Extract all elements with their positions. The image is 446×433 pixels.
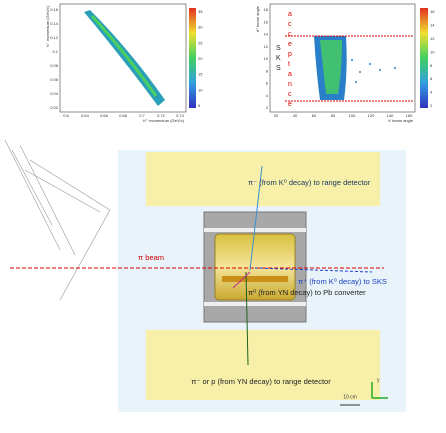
annotation: S — [276, 45, 281, 52]
annotation: c — [288, 31, 292, 38]
colorbar-label: 12 — [430, 36, 435, 41]
x-tick-label: 0.68 — [119, 113, 128, 118]
label: π⁺ (from K⁰ decay) to SKS — [298, 277, 387, 286]
colorbar-label: 8 — [430, 63, 433, 68]
y-tick-label: 0.14 — [50, 21, 59, 26]
colorbar-label: 25 — [198, 40, 203, 45]
label: π⁻ (from K⁰ decay) to range detector — [248, 178, 371, 187]
x-tick-label: 120 — [368, 113, 375, 118]
annotation: p — [288, 51, 292, 58]
scatter — [351, 59, 396, 83]
annotation: e — [288, 41, 292, 48]
x-tick-label: 100 — [349, 113, 356, 118]
colorbar-label: 6 — [430, 76, 433, 81]
y-tick-label: 0.1 — [52, 49, 58, 54]
scale-label: 10 cm — [343, 394, 357, 400]
x-tick-label: 0.72 — [157, 113, 166, 118]
axis-label: y — [377, 377, 380, 383]
y-tick-label: 0.16 — [50, 7, 59, 12]
x-tick-label: 140 — [387, 113, 394, 118]
x-axis-label: K⁺ momentum (GeV/c) — [143, 118, 184, 123]
x-tick-label: 40 — [293, 113, 298, 118]
track — [254, 267, 373, 273]
colorbar-label: 15 — [198, 72, 203, 77]
y-tick-label: 0.02 — [50, 105, 59, 110]
y-tick-label: 0.12 — [50, 35, 59, 40]
y-tick-label: 12 — [264, 44, 269, 49]
annotation: a — [288, 11, 292, 18]
annotation: S — [276, 65, 281, 72]
colorbar-label: 5 — [198, 103, 201, 108]
y-tick-label: 0.08 — [50, 63, 59, 68]
label: π beam — [138, 253, 164, 262]
x-tick-label: 60 — [312, 113, 317, 118]
converter — [222, 276, 288, 282]
heatmap — [320, 40, 342, 94]
colorbar-label: 20 — [198, 56, 203, 61]
magnet-gap — [204, 302, 306, 306]
colorbar-label: 30 — [198, 25, 203, 30]
y-tick-label: 8 — [266, 68, 269, 73]
colorbar — [189, 8, 196, 108]
x-axis-label: K beam angle — [388, 118, 413, 123]
y-axis-label: K⁺ momentum (GeV/c) — [45, 5, 50, 46]
y-tick-label: 16 — [264, 19, 269, 24]
colorbar-label: 35 — [198, 9, 203, 14]
colorbar-label: 10 — [198, 87, 203, 92]
colorbar-label: 16 — [430, 9, 435, 14]
colorbar-label: 10 — [430, 49, 435, 54]
colorbar-label: 2 — [430, 103, 433, 108]
annotation: t — [288, 61, 290, 68]
y-tick-label: 4 — [266, 93, 269, 98]
y-tick-label: 14 — [264, 32, 269, 37]
y-tick-label: 0.06 — [50, 77, 59, 82]
x-tick-label: 0.64 — [81, 113, 90, 118]
label: π⁻ or p (from YN decay) to range detecto… — [191, 377, 331, 386]
heatmap — [90, 14, 158, 97]
y-tick-label: 10 — [264, 56, 269, 61]
y-tick-label: 0.04 — [50, 91, 59, 96]
x-tick-label: 20 — [274, 113, 279, 118]
annotation: n — [288, 81, 292, 88]
annotation: e — [288, 101, 292, 108]
track — [245, 271, 249, 366]
label: π⁰ (from YN decay) to Pb converter — [248, 288, 366, 297]
colorbar-label: 4 — [430, 90, 433, 95]
x-tick-label: 80 — [331, 113, 336, 118]
y-tick-label: 2 — [266, 105, 269, 110]
x-tick-label: 0.74 — [176, 113, 185, 118]
x-tick-label: 0.7 — [139, 113, 145, 118]
annotation: a — [288, 71, 292, 78]
x-tick-label: 0.66 — [100, 113, 109, 118]
x-tick-label: 0.6 — [63, 113, 69, 118]
annotation: c — [288, 21, 292, 28]
axes-icon — [371, 382, 388, 399]
track — [232, 271, 251, 289]
y-tick-label: 18 — [264, 7, 269, 12]
annotation: K — [276, 55, 281, 62]
target — [214, 233, 296, 301]
sketch — [4, 139, 111, 301]
track — [249, 165, 263, 271]
range-detector — [146, 330, 380, 400]
colorbar — [420, 8, 428, 108]
y-tick-label: 6 — [266, 81, 269, 86]
annotation: c — [288, 91, 292, 98]
range-detector — [146, 152, 380, 206]
y-axis-label: π⁰ beam angle — [255, 5, 260, 32]
colorbar-label: 14 — [430, 22, 435, 27]
x-tick-label: 160 — [406, 113, 413, 118]
